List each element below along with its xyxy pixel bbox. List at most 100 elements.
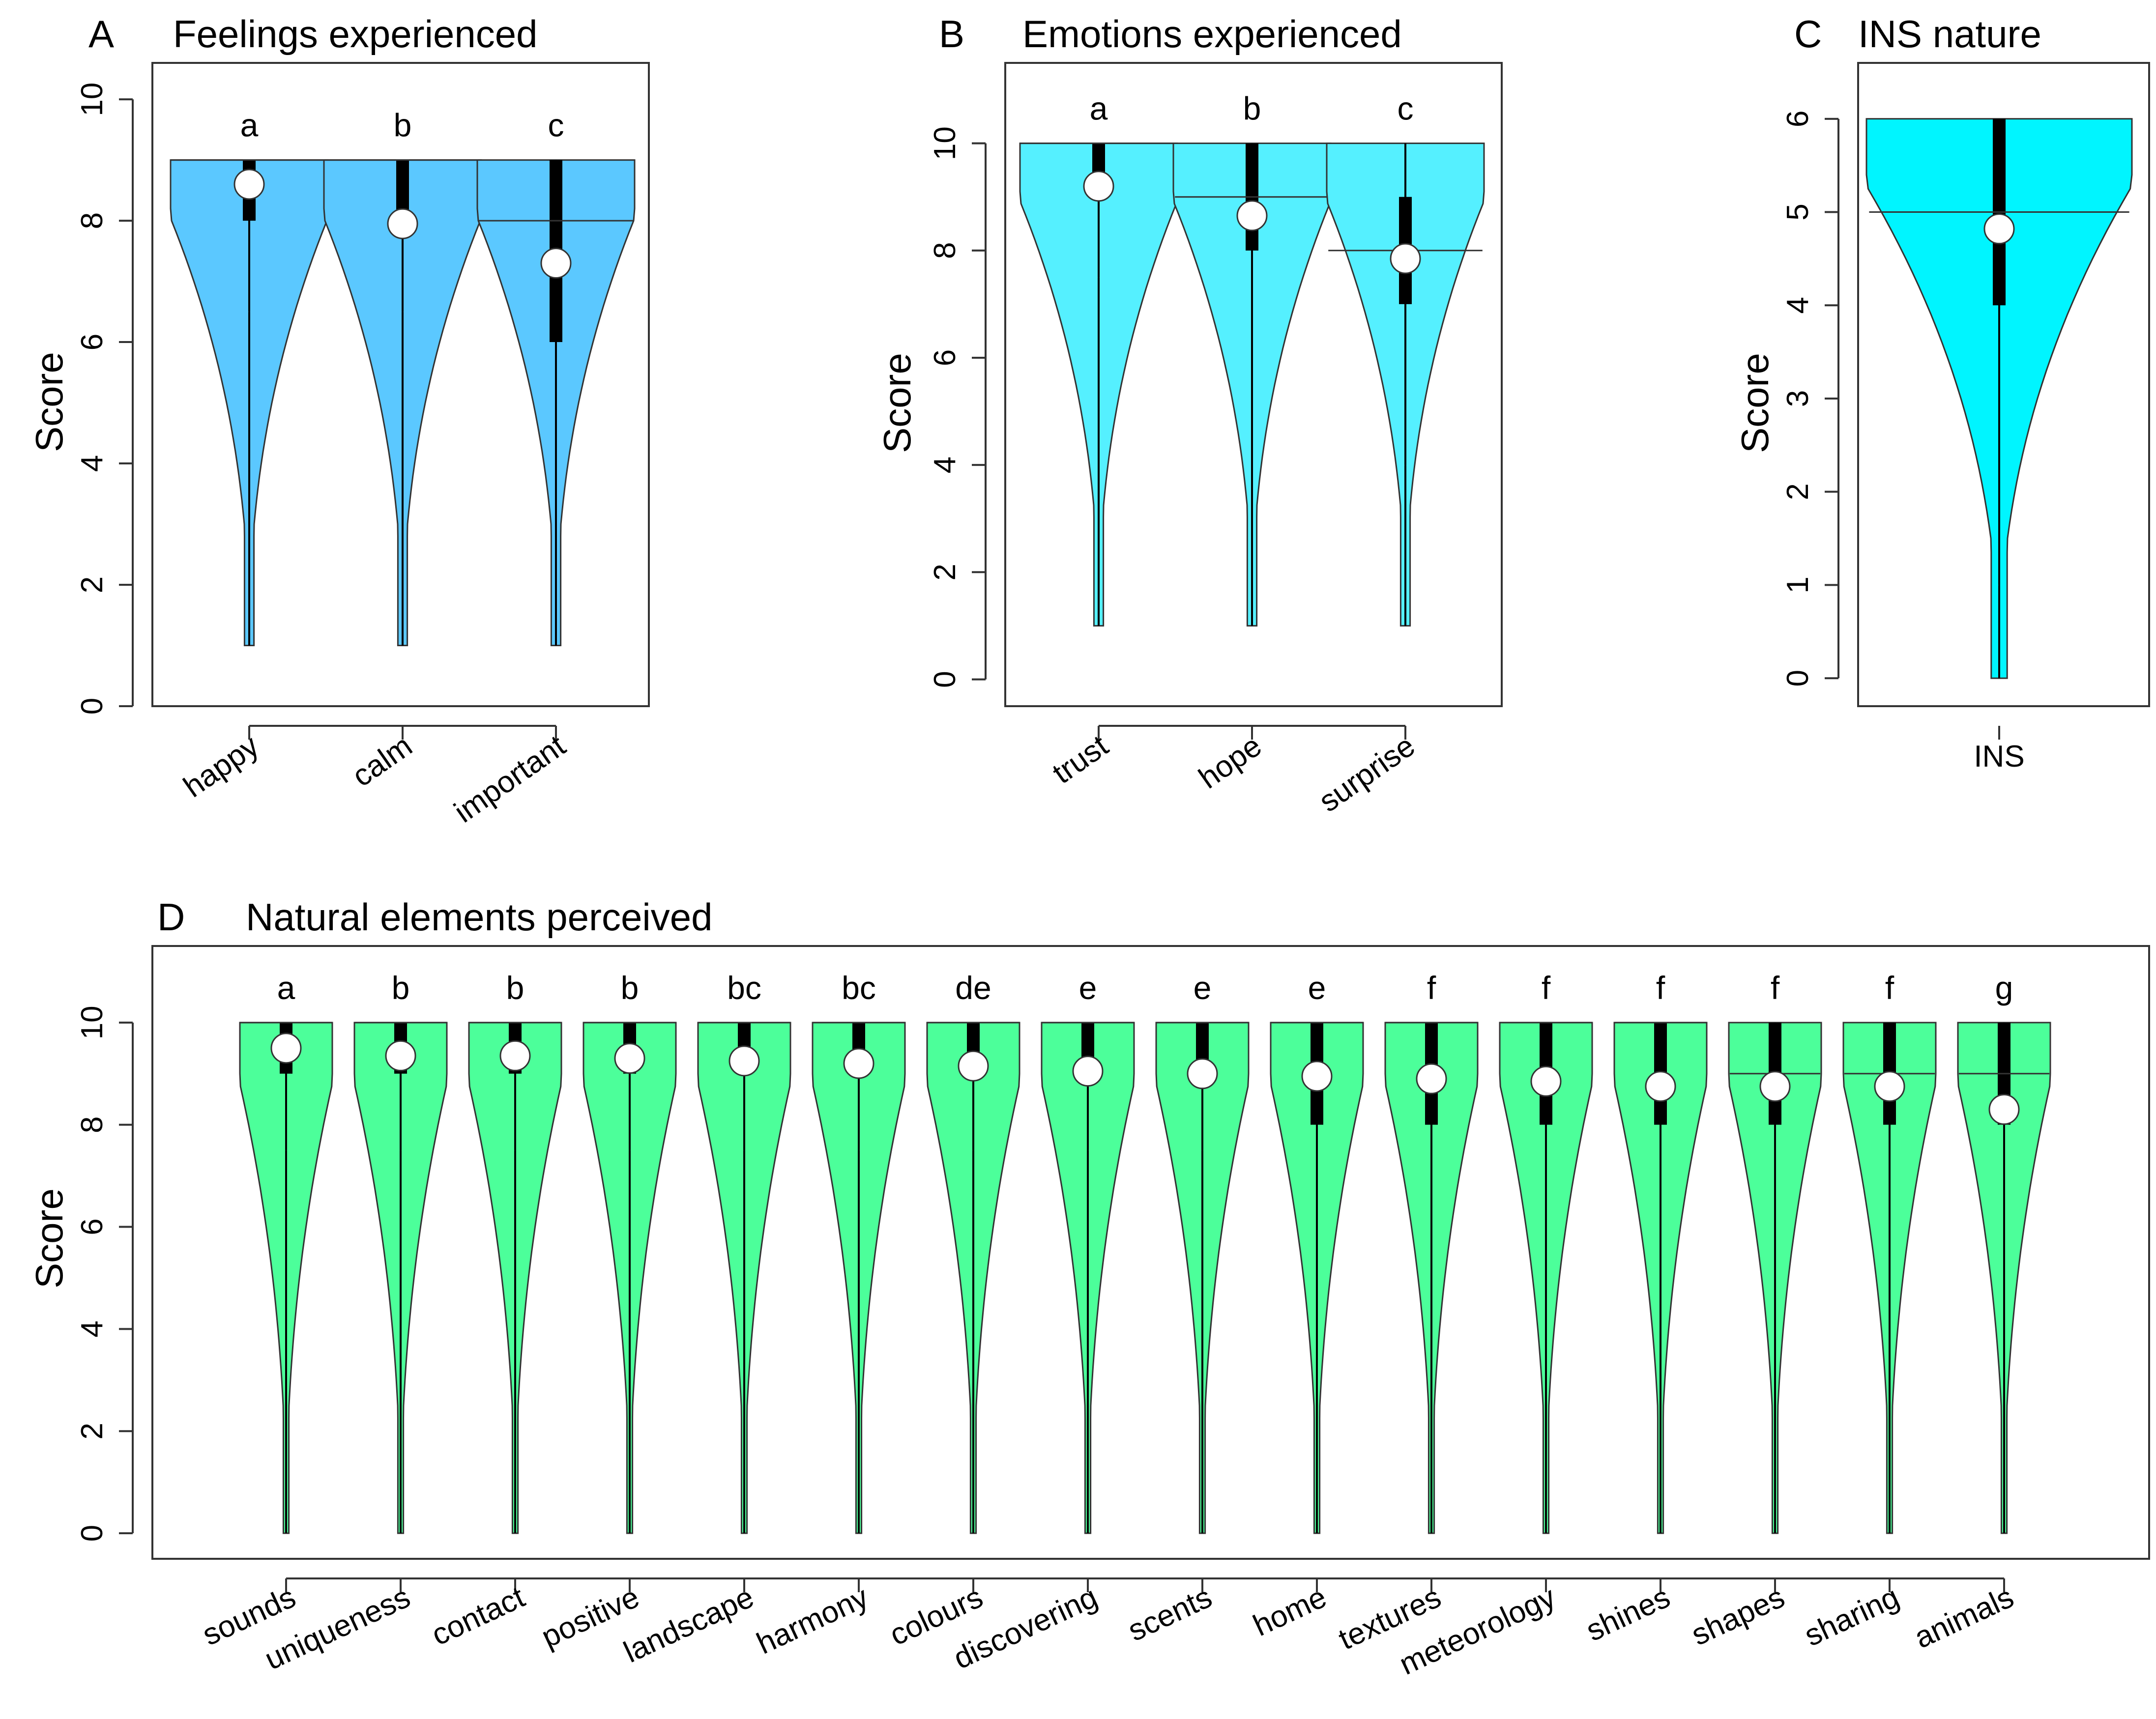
panel-d-y-tick-label: 6	[75, 1218, 109, 1235]
panel-d-letter: D	[157, 895, 185, 939]
panel-d-sig-letter: de	[955, 970, 991, 1006]
panel-a-mean-calm	[387, 208, 418, 239]
panel-c-x-tick-label: INS	[1974, 740, 2024, 774]
panel-d-sig-letter: f	[1885, 970, 1894, 1006]
panel-c-y-tick-label: 3	[1781, 390, 1815, 407]
panel-d-y-tick-label: 2	[75, 1423, 109, 1439]
panel-c-frame	[1857, 62, 2150, 707]
panel-b-y-tick-label: 8	[928, 242, 962, 259]
panel-a-mean-important	[540, 248, 572, 279]
panel-a-y-tick-label: 0	[75, 698, 109, 715]
panel-d-x-tick-label: scents	[1123, 1580, 1217, 1648]
panel-d-sig-letter: e	[1308, 970, 1326, 1006]
panel-c-y-tick-label: 0	[1781, 670, 1815, 687]
panel-a-x-tick-label: calm	[346, 729, 418, 794]
panel-d-sig-letter: bc	[727, 970, 761, 1006]
panel-a-sig-letter: b	[394, 107, 412, 143]
panel-a-title: Feelings experienced	[173, 12, 537, 56]
panel-d-y-tick-label: 0	[75, 1525, 109, 1542]
panel-b-x-tick-label: surprise	[1313, 729, 1421, 819]
panel-d-sig-letter: e	[1194, 970, 1212, 1006]
panel-c-y-tick-label: 4	[1781, 297, 1815, 314]
panel-c-letter: C	[1794, 12, 1822, 56]
panel-c-title: INS nature	[1858, 12, 2041, 56]
panel-b-x-tick-label: trust	[1047, 729, 1114, 791]
panel-d-sig-letter: bc	[842, 970, 876, 1006]
panel-b-mean-hope	[1236, 200, 1268, 231]
panel-a-y-axis-label: Score	[28, 352, 71, 452]
panel-d-y-tick-label: 4	[75, 1320, 109, 1337]
panel-d-mean-discovering	[1072, 1056, 1104, 1087]
panel-c-mean-INS	[1983, 213, 2015, 245]
panel-d-sig-letter: f	[1542, 970, 1551, 1006]
panel-c-y-tick-label: 5	[1781, 203, 1815, 220]
panel-b-letter: B	[939, 12, 964, 56]
panel-d-x-tick-label: contact	[427, 1580, 530, 1652]
panel-d-x-tick-label: home	[1248, 1580, 1332, 1643]
panel-b-y-tick-label: 6	[928, 349, 962, 366]
panel-d-mean-meteorology	[1530, 1065, 1562, 1097]
panel-d-mean-home	[1301, 1060, 1333, 1092]
panel-d-mean-landscape	[728, 1045, 760, 1077]
panel-a-y-tick-label: 2	[75, 576, 109, 593]
panel-a-y-tick-label: 8	[75, 212, 109, 229]
panel-a-y-tick-label: 4	[75, 455, 109, 472]
panel-d-sig-letter: f	[1427, 970, 1436, 1006]
panel-d-mean-uniqueness	[385, 1040, 416, 1071]
panel-d-mean-animals	[1988, 1094, 2020, 1125]
panel-b-sig-letter: a	[1090, 90, 1108, 127]
panel-a-y-tick-label: 6	[75, 334, 109, 350]
panel-d-y-tick-label: 8	[75, 1116, 109, 1133]
panel-a-x-tick-label: important	[448, 729, 572, 830]
panel-b-y-tick-label: 0	[928, 671, 962, 688]
panel-d-mean-colours	[958, 1050, 989, 1082]
panel-a-sig-letter: a	[240, 107, 259, 143]
panel-b-y-tick-label: 2	[928, 564, 962, 580]
panel-d-sig-letter: f	[1656, 970, 1665, 1006]
panel-a-frame	[151, 62, 650, 707]
panel-d-y-tick-label: 10	[75, 1005, 109, 1039]
panel-d-x-tick-label: landscape	[619, 1580, 759, 1669]
panel-b-sig-letter: c	[1398, 90, 1414, 127]
panel-d-mean-textures	[1416, 1063, 1447, 1094]
panel-d-sig-letter: b	[506, 970, 524, 1006]
panel-d-y-axis-label: Score	[28, 1188, 71, 1289]
panel-b-sig-letter: b	[1243, 90, 1261, 127]
panel-b-mean-surprise	[1390, 243, 1421, 274]
panel-d-mean-harmony	[843, 1048, 874, 1079]
panel-d-mean-scents	[1187, 1058, 1218, 1089]
panel-d-title: Natural elements perceived	[246, 895, 712, 939]
panel-d-mean-shines	[1645, 1071, 1676, 1102]
panel-d-x-tick-label: shines	[1581, 1580, 1675, 1648]
panel-a-mean-happy	[233, 169, 265, 200]
panel-d-x-tick-label: shapes	[1687, 1580, 1790, 1652]
panel-d-x-tick-label: animals	[1909, 1580, 2019, 1655]
panel-d-mean-contact	[499, 1040, 531, 1071]
panel-d-sig-letter: a	[277, 970, 295, 1006]
panel-b-frame	[1004, 62, 1503, 707]
panel-c-y-tick-label: 6	[1781, 111, 1815, 127]
panel-b-y-axis-label: Score	[875, 353, 919, 453]
panel-d-sig-letter: b	[621, 970, 639, 1006]
panel-c-y-axis-label: Score	[1733, 353, 1777, 453]
panel-a-sig-letter: c	[548, 107, 564, 143]
panel-d-sig-letter: f	[1771, 970, 1780, 1006]
panel-b-x-tick-label: hope	[1193, 729, 1268, 796]
panel-b-mean-trust	[1083, 171, 1114, 202]
panel-d-sig-letter: b	[392, 970, 410, 1006]
panel-a-y-tick-label: 10	[75, 83, 109, 116]
panel-d-mean-shapes	[1759, 1071, 1791, 1102]
panel-a-letter: A	[88, 12, 114, 56]
panel-c-y-tick-label: 1	[1781, 576, 1815, 593]
panel-d-frame	[151, 945, 2150, 1560]
panel-b-title: Emotions experienced	[1022, 12, 1402, 56]
panel-d-x-tick-label: sharing	[1799, 1580, 1904, 1653]
panel-b-y-tick-label: 10	[928, 126, 962, 160]
panel-d-mean-positive	[614, 1043, 645, 1074]
panel-d-sig-letter: g	[1995, 970, 2013, 1006]
panel-b-y-tick-label: 4	[928, 457, 962, 473]
panel-d-mean-sounds	[270, 1032, 302, 1064]
panel-d-mean-sharing	[1874, 1071, 1905, 1102]
panel-c-y-tick-label: 2	[1781, 483, 1815, 500]
